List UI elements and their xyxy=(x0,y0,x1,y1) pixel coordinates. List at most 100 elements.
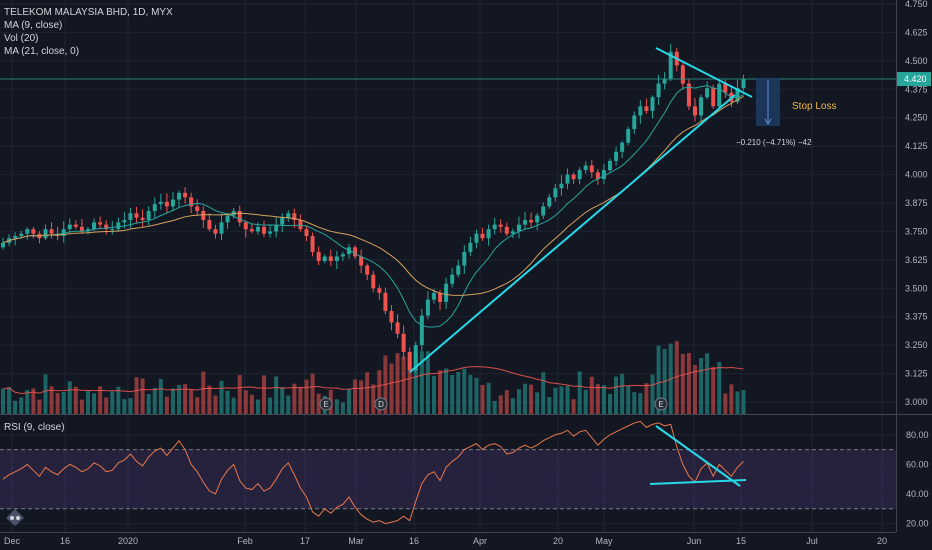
volume-bar xyxy=(686,353,691,414)
time-tick-label: Dec xyxy=(4,536,21,546)
candle-body xyxy=(529,220,534,223)
candle-body xyxy=(43,229,48,239)
candle-body xyxy=(438,292,443,302)
volume-bar xyxy=(674,341,679,414)
volume-bar xyxy=(583,389,588,414)
volume-bar xyxy=(140,378,145,414)
chart-legend: TELEKOM MALAYSIA BHD, 1D, MYX MA (9, clo… xyxy=(4,6,173,58)
volume-bar xyxy=(7,387,12,414)
candle-body xyxy=(195,206,200,211)
candle-body xyxy=(705,88,710,98)
candle-body xyxy=(547,197,552,207)
volume-bar xyxy=(468,374,473,414)
candle-body xyxy=(680,65,685,84)
last-price-badge-label: 4.420 xyxy=(904,74,927,84)
candle-body xyxy=(158,201,163,205)
candle-body xyxy=(389,311,394,323)
candle-body xyxy=(638,106,643,116)
price-tick-label: 4.250 xyxy=(905,113,928,123)
volume-bar xyxy=(359,380,364,414)
volume-bar xyxy=(644,383,649,414)
candle-body xyxy=(237,210,242,223)
candle-body xyxy=(207,220,212,230)
time-tick-label: Mar xyxy=(348,536,364,546)
volume-bar xyxy=(389,363,394,414)
volume-bar xyxy=(170,388,175,414)
time-tick-label: Feb xyxy=(237,536,253,546)
price-tick-label: 3.250 xyxy=(905,340,928,350)
candle-body xyxy=(243,222,248,230)
candle-body xyxy=(116,222,121,230)
candle-body xyxy=(286,213,291,218)
candle-body xyxy=(723,83,728,93)
price-tick-label: 4.125 xyxy=(905,141,928,151)
volume-bar xyxy=(638,393,643,414)
volume-bar xyxy=(286,395,291,414)
volume-bar xyxy=(431,375,436,414)
volume-bar xyxy=(529,384,534,414)
time-tick-label: Apr xyxy=(473,536,487,546)
candle-body xyxy=(735,88,740,102)
volume-bar xyxy=(85,390,90,414)
candle-body xyxy=(274,224,279,232)
candle-body xyxy=(85,229,90,232)
candle-body xyxy=(1,242,5,248)
time-tick-label: Jul xyxy=(806,536,818,546)
volume-bar xyxy=(492,400,497,414)
volume-bar xyxy=(371,384,376,414)
candle-body xyxy=(13,235,18,239)
volume-bar xyxy=(110,391,115,414)
volume-bar xyxy=(456,372,461,414)
candle-body xyxy=(401,333,406,352)
volume-bar xyxy=(146,394,151,414)
volume-bar xyxy=(255,399,260,414)
price-tick-label: 4.000 xyxy=(905,170,928,180)
volume-bar xyxy=(680,354,685,414)
candle-body xyxy=(686,83,691,107)
candle-body xyxy=(322,256,327,261)
volume-bar xyxy=(13,400,18,414)
candle-body xyxy=(450,274,455,284)
volume-bar xyxy=(626,385,631,414)
candle-body xyxy=(19,233,24,236)
candle-body xyxy=(268,231,273,234)
volume-bar xyxy=(577,371,582,414)
volume-bar xyxy=(207,385,212,414)
candle-body xyxy=(699,97,704,116)
volume-bar xyxy=(395,353,400,414)
price-tick-label: 3.625 xyxy=(905,255,928,265)
candle-body xyxy=(183,192,188,198)
volume-bar xyxy=(571,399,576,414)
time-tick-label: 15 xyxy=(736,536,746,546)
volume-bar xyxy=(620,373,625,414)
volume-legend: Vol (20) xyxy=(4,33,39,44)
candle-body xyxy=(328,256,333,261)
candle-body xyxy=(559,183,564,189)
candle-body xyxy=(692,106,697,116)
volume-bar xyxy=(274,376,279,414)
volume-bar xyxy=(741,389,746,414)
volume-bar xyxy=(316,393,321,414)
volume-bar xyxy=(183,384,188,414)
volume-bar xyxy=(31,388,36,414)
candle-body xyxy=(353,247,358,257)
volume-bar xyxy=(128,398,133,414)
candle-body xyxy=(492,224,497,230)
time-tick-label: May xyxy=(595,536,613,546)
candle-body xyxy=(304,229,309,236)
candle-body xyxy=(310,235,315,252)
volume-bar xyxy=(407,356,412,414)
candle-body xyxy=(73,224,78,227)
volume-bar xyxy=(225,390,230,414)
ma21-legend: MA (21, close, 0) xyxy=(4,46,80,57)
volume-bar xyxy=(122,399,127,414)
volume-bar xyxy=(213,395,218,414)
tradingview-logo-icon xyxy=(4,507,26,527)
volume-bar xyxy=(535,392,540,414)
ma9-line xyxy=(2,85,744,328)
volume-bar xyxy=(516,389,521,414)
price-tick-label: 4.750 xyxy=(905,0,928,9)
candle-body xyxy=(365,265,370,275)
candle-body xyxy=(177,192,182,200)
